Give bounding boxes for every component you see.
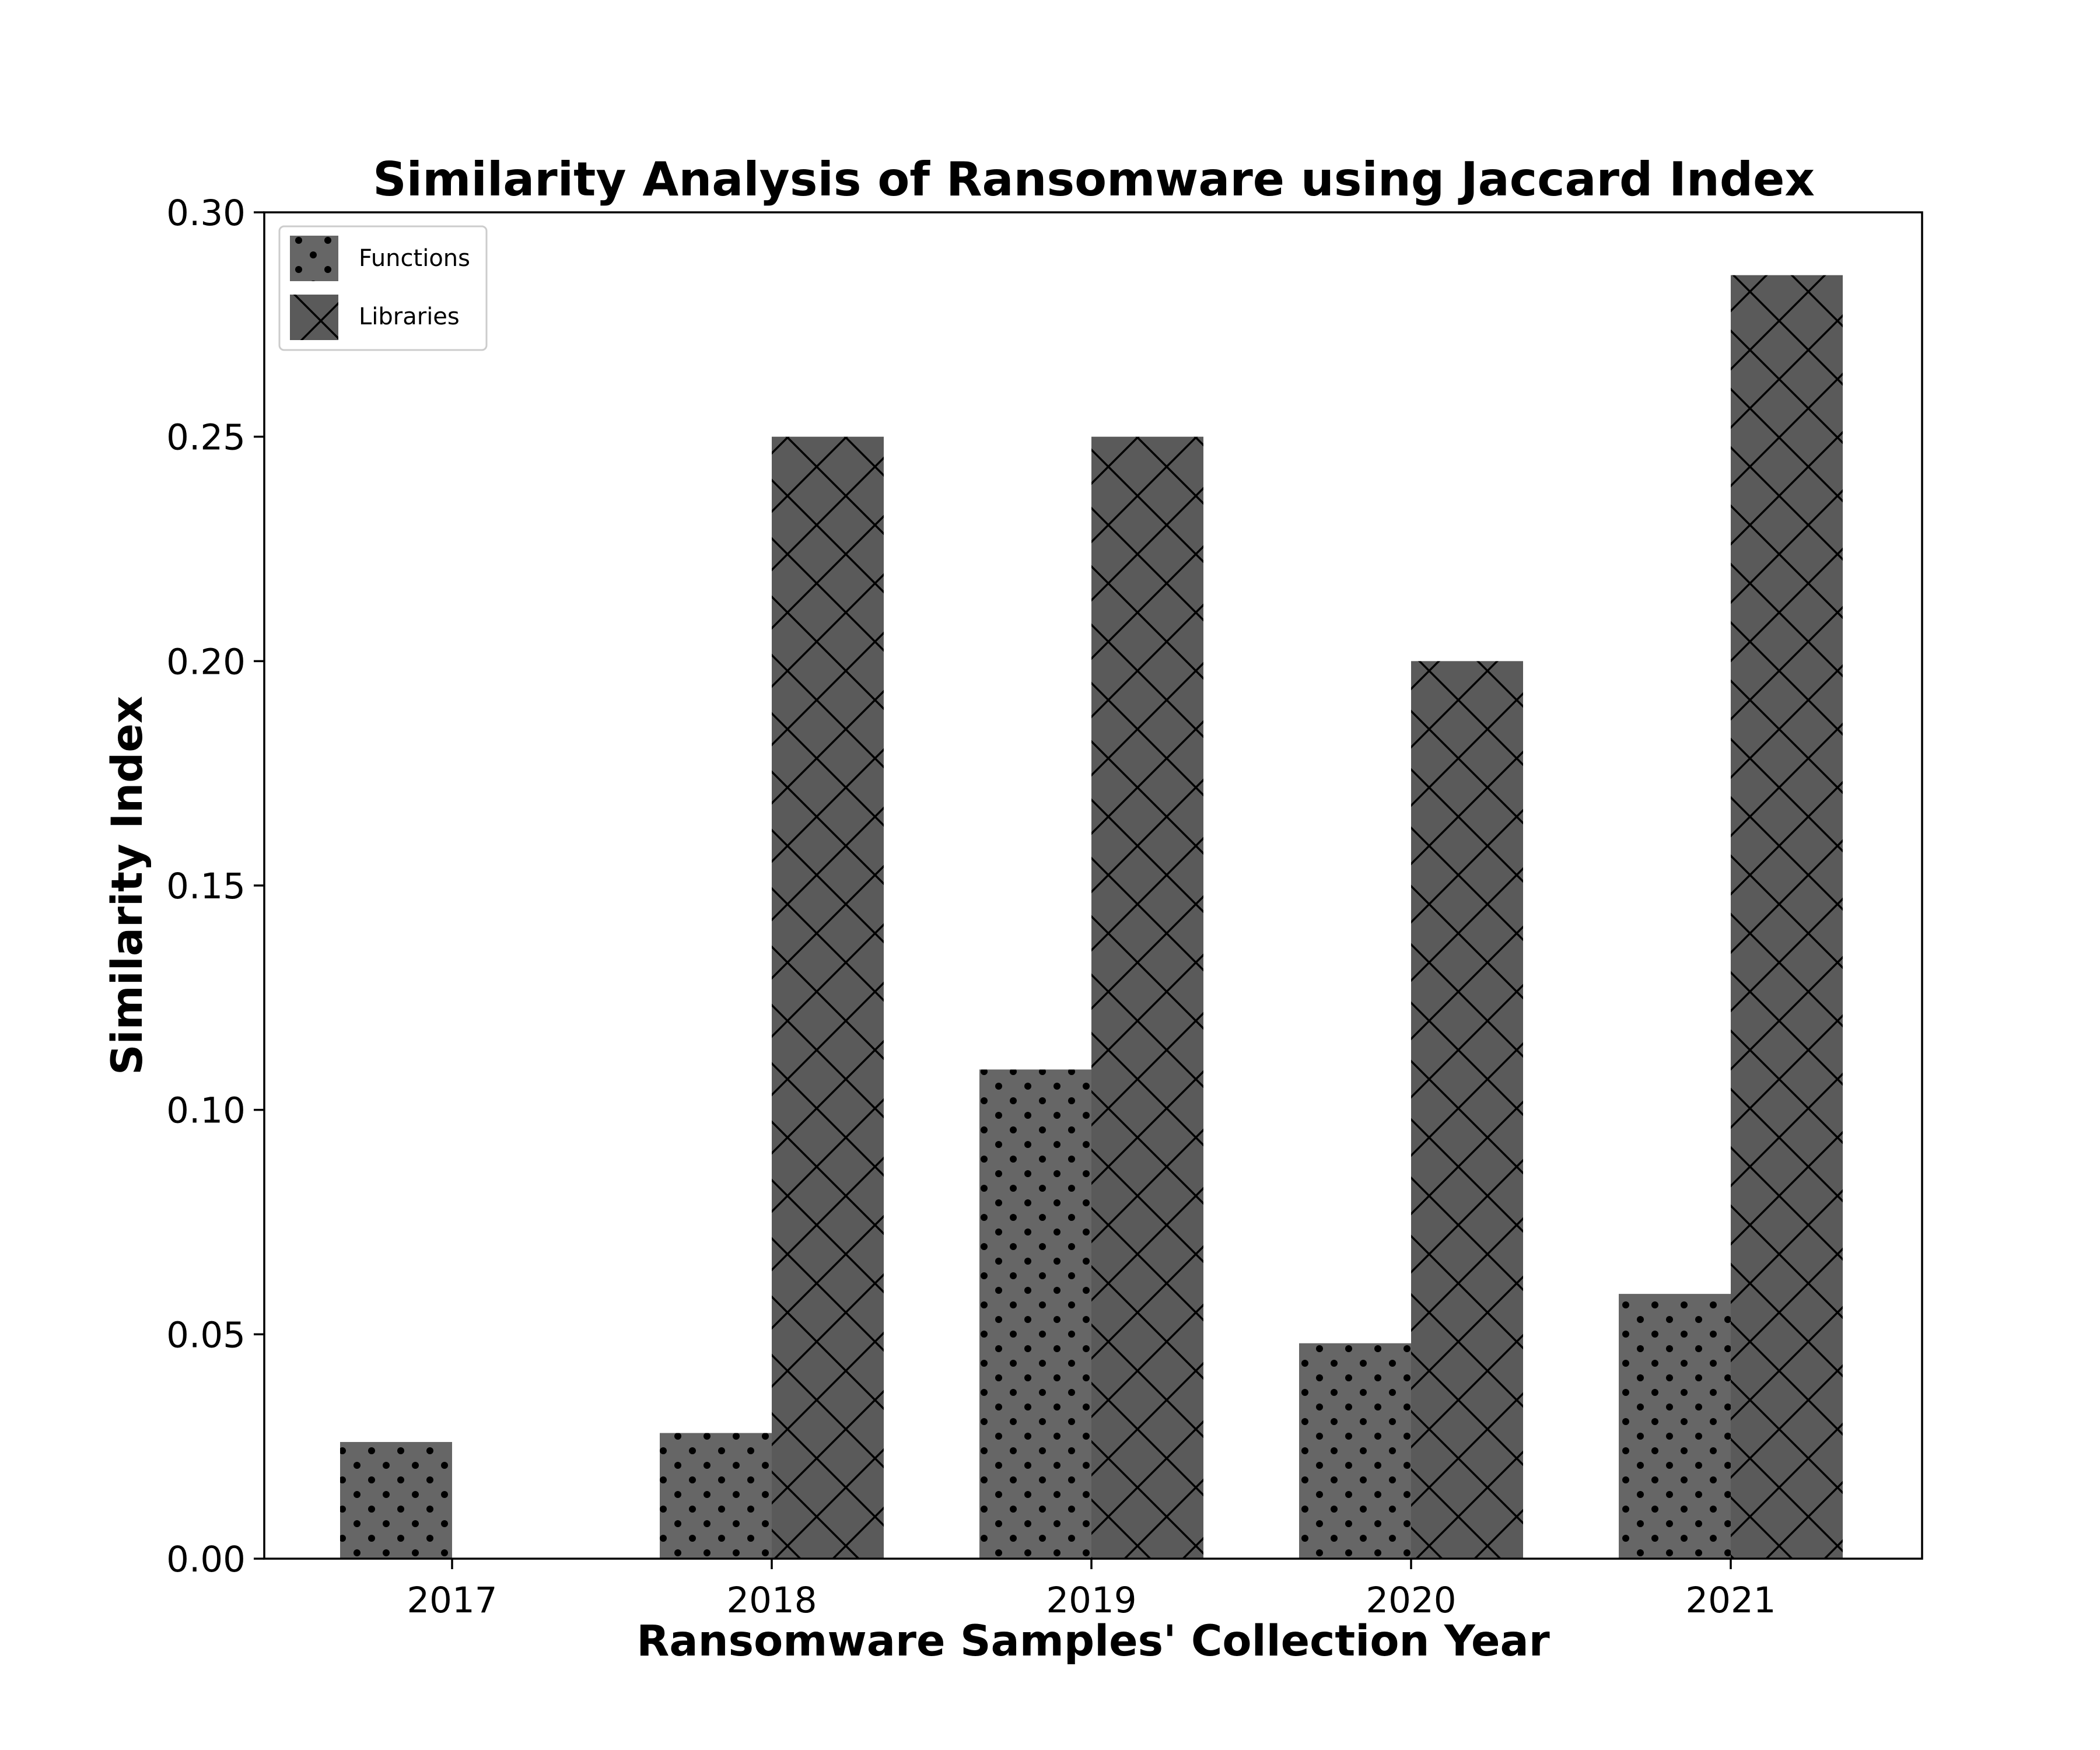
x-axis-label: Ransomware Samples' Collection Year [636, 1616, 1550, 1666]
x-tick-label: 2019 [1046, 1580, 1136, 1621]
y-tick-label: 0.10 [166, 1090, 246, 1132]
y-axis-label: Similarity Index [103, 696, 152, 1075]
bar-functions-2017 [340, 1441, 452, 1559]
y-tick-label: 0.15 [166, 866, 246, 907]
bar-functions-2018 [660, 1433, 772, 1559]
bars-layer [340, 275, 1843, 1559]
bar-functions-2021 [1619, 1294, 1731, 1559]
y-tick-label: 0.30 [166, 192, 246, 234]
y-tick-label: 0.25 [166, 417, 246, 459]
legend: Functions Libraries [278, 225, 488, 351]
legend-swatch-functions [290, 236, 338, 281]
x-tick-label: 2021 [1685, 1580, 1776, 1621]
y-tick-label: 0.20 [166, 641, 246, 682]
x-tick-label: 2020 [1366, 1580, 1456, 1621]
bar-libraries-2019 [1091, 436, 1203, 1559]
bar-libraries-2020 [1411, 661, 1523, 1559]
bar-libraries-2018 [772, 436, 884, 1559]
legend-swatch-libraries [290, 295, 338, 340]
bar-libraries-2021 [1731, 275, 1843, 1559]
legend-label-functions: Functions [359, 245, 470, 272]
legend-label-libraries: Libraries [359, 303, 460, 330]
y-tick-label: 0.05 [166, 1314, 246, 1356]
bar-functions-2020 [1299, 1343, 1411, 1559]
chart-title: Similarity Analysis of Ransomware using … [373, 152, 1815, 206]
bar-functions-2019 [979, 1069, 1091, 1559]
y-axis: 0.00 0.05 0.10 0.15 0.20 0.25 0.30 [166, 192, 264, 1580]
x-axis: 2017 2018 2019 2020 2021 [407, 1559, 1776, 1621]
y-tick-label: 0.00 [166, 1539, 246, 1580]
x-tick-label: 2017 [407, 1580, 497, 1621]
x-tick-label: 2018 [726, 1580, 817, 1621]
